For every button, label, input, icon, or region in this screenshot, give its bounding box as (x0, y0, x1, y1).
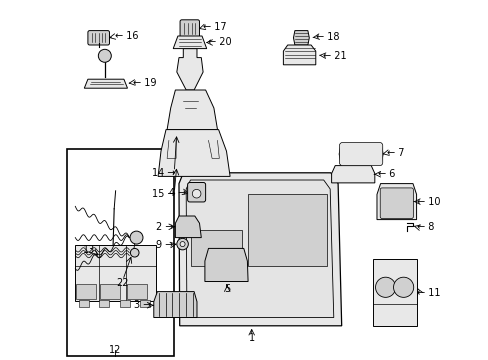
Polygon shape (173, 36, 206, 49)
Text: 3 →: 3 → (134, 300, 151, 310)
Circle shape (192, 189, 201, 198)
Circle shape (98, 49, 111, 62)
Polygon shape (84, 79, 127, 88)
Polygon shape (177, 49, 203, 90)
Text: ← 8: ← 8 (416, 222, 434, 232)
Text: ← 16: ← 16 (115, 31, 138, 41)
Text: ← 20: ← 20 (208, 37, 232, 47)
Polygon shape (167, 90, 217, 130)
Text: 5: 5 (224, 284, 230, 294)
Polygon shape (293, 31, 309, 45)
Text: 4 →: 4 → (168, 188, 186, 198)
Bar (127, 284, 147, 299)
Polygon shape (175, 216, 201, 238)
Text: ← 10: ← 10 (416, 197, 440, 207)
Text: 1: 1 (248, 333, 254, 343)
Text: 2 →: 2 → (155, 222, 173, 232)
Bar (99, 300, 108, 307)
Bar (75, 245, 155, 301)
Text: ← 11: ← 11 (416, 288, 440, 298)
FancyBboxPatch shape (180, 20, 199, 38)
Polygon shape (339, 144, 382, 164)
FancyBboxPatch shape (88, 31, 109, 45)
Polygon shape (153, 292, 197, 318)
Bar (67, 149, 173, 356)
Polygon shape (179, 173, 341, 326)
Polygon shape (331, 166, 374, 183)
Text: ← 7: ← 7 (386, 148, 404, 158)
Circle shape (130, 231, 142, 244)
Circle shape (393, 277, 413, 297)
Bar (247, 194, 326, 266)
Polygon shape (158, 130, 230, 176)
Text: 15 →: 15 → (151, 189, 175, 199)
Text: 13: 13 (82, 245, 95, 255)
Text: ← 17: ← 17 (203, 22, 226, 32)
Text: ← 6: ← 6 (377, 169, 394, 179)
Text: ← 18: ← 18 (316, 32, 339, 42)
Bar (76, 284, 96, 299)
FancyBboxPatch shape (187, 183, 205, 202)
Circle shape (177, 238, 188, 250)
Polygon shape (186, 180, 333, 318)
Text: 9 →: 9 → (156, 240, 173, 250)
Bar (191, 230, 241, 266)
Bar (120, 300, 130, 307)
Text: ← 19: ← 19 (133, 78, 156, 88)
Text: ← 21: ← 21 (322, 51, 346, 61)
Polygon shape (376, 184, 416, 220)
Text: 14 →: 14 → (152, 168, 175, 178)
Bar (140, 300, 150, 307)
Circle shape (375, 277, 395, 297)
Circle shape (180, 242, 185, 247)
Polygon shape (204, 248, 247, 282)
Text: 12: 12 (108, 345, 121, 355)
FancyBboxPatch shape (380, 188, 412, 219)
Text: 22: 22 (116, 278, 129, 288)
FancyBboxPatch shape (339, 143, 382, 166)
Bar (79, 300, 89, 307)
Bar (373, 259, 416, 326)
Circle shape (130, 248, 139, 257)
Polygon shape (283, 45, 315, 65)
Bar (101, 284, 120, 299)
